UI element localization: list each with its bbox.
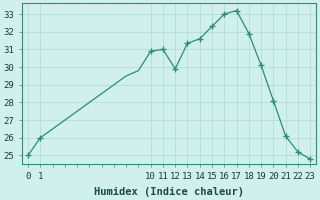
X-axis label: Humidex (Indice chaleur): Humidex (Indice chaleur) xyxy=(94,186,244,197)
